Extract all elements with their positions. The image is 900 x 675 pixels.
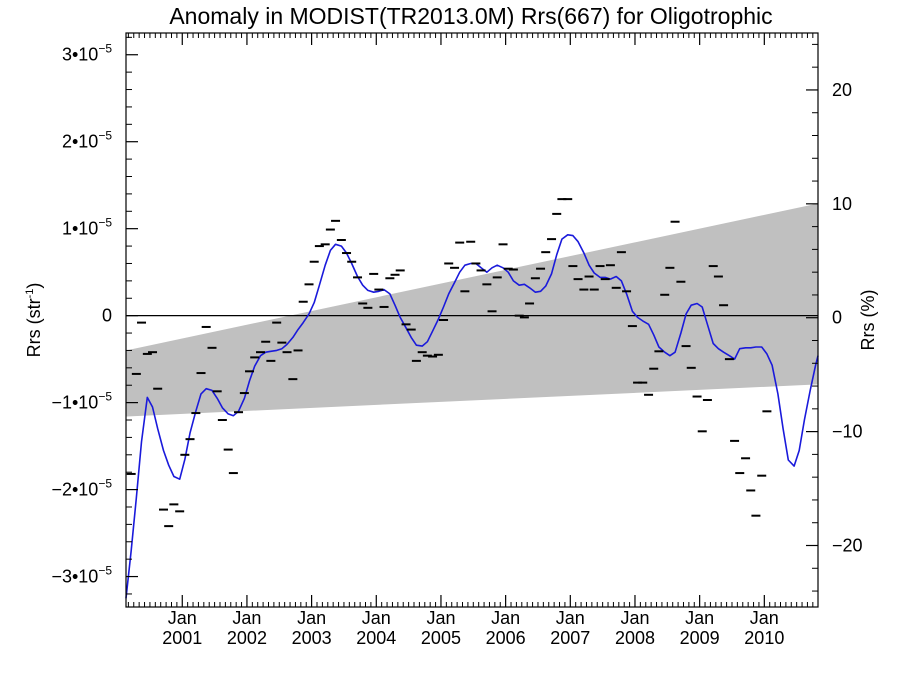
x-tick-year-label: 2008 <box>615 628 655 648</box>
x-tick-year-label: 2007 <box>550 628 590 648</box>
y-right-tick-label: −20 <box>832 536 863 556</box>
x-tick-month-label: Jan <box>297 608 326 628</box>
x-tick-year-label: 2010 <box>744 628 784 648</box>
x-tick-year-label: 2009 <box>680 628 720 648</box>
x-tick-month-label: Jan <box>362 608 391 628</box>
y-right-tick-label: 20 <box>832 80 852 100</box>
uncertainty-band-layer <box>126 203 818 417</box>
x-tick-year-label: 2001 <box>162 628 202 648</box>
y-right-tick-label: 0 <box>832 308 842 328</box>
x-tick-year-label: 2004 <box>356 628 396 648</box>
y-tick-label: −1•10−5 <box>51 390 112 413</box>
y-right-tick-label: −10 <box>832 422 863 442</box>
y-tick-label: 2•10−5 <box>62 129 112 152</box>
x-tick-month-label: Jan <box>620 608 649 628</box>
x-tick-month-label: Jan <box>685 608 714 628</box>
y-tick-label: 0 <box>102 306 112 326</box>
x-tick-month-label: Jan <box>491 608 520 628</box>
y-tick-label: −3•10−5 <box>51 564 112 587</box>
monthly-markers-layer <box>126 198 772 528</box>
y-axis-label-left: Rrs (str-1) <box>24 283 44 358</box>
x-tick-year-label: 2003 <box>292 628 332 648</box>
x-tick-year-label: 2006 <box>486 628 526 648</box>
y-axis-label-right: Rrs (%) <box>858 290 878 351</box>
x-tick-month-label: Jan <box>426 608 455 628</box>
x-tick-year-label: 2005 <box>421 628 461 648</box>
y-tick-label: −2•10−5 <box>51 477 112 500</box>
y-tick-label: 1•10−5 <box>62 216 112 239</box>
uncertainty-band <box>126 203 818 417</box>
axis-ticks-layer: 3•10−5 2•10−5 1•10−5 0 −1•10−5 −2•10−5 −3•10−5… <box>51 33 863 648</box>
x-tick-month-label: Jan <box>232 608 261 628</box>
chart-title: Anomaly in MODIST(TR2013.0M) Rrs(667) fo… <box>169 3 772 29</box>
x-tick-month-label: Jan <box>750 608 779 628</box>
y-right-tick-label: 10 <box>832 194 852 214</box>
plot-frame <box>125 32 819 608</box>
x-tick-year-label: 2002 <box>227 628 267 648</box>
x-tick-month-label: Jan <box>168 608 197 628</box>
x-tick-month-label: Jan <box>556 608 585 628</box>
y-tick-label: 3•10−5 <box>62 42 112 65</box>
